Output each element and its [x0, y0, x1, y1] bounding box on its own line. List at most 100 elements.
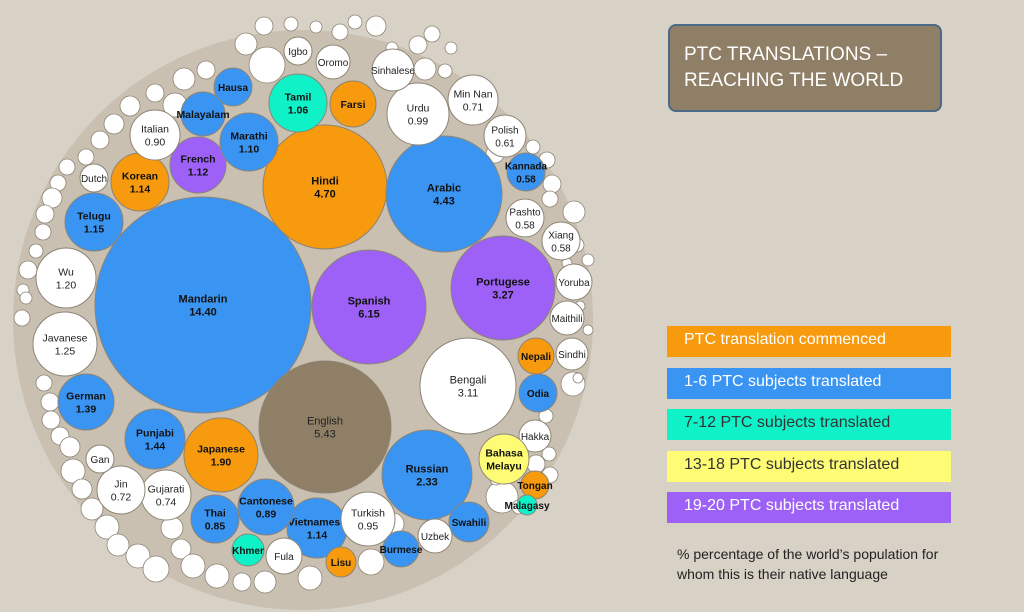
bubble-urdu-circle — [386, 82, 450, 146]
bubble-unlabeled — [541, 446, 557, 462]
bubble-yoruba-label: Yoruba — [558, 278, 590, 289]
bubble-unlabeled — [541, 190, 559, 208]
bubble-tamil-circle — [268, 73, 328, 133]
bubble-unlabeled — [297, 565, 323, 591]
bubble-unlabeled — [180, 553, 206, 579]
bubble-malagasy-circle — [516, 494, 538, 516]
bubble-hakka-circle — [518, 419, 552, 453]
bubble-polish: Polish 0.61 — [483, 114, 527, 158]
bubble-jin-value: 0.72 — [111, 492, 132, 504]
bubble-odia-circle — [518, 373, 558, 413]
bubble-turkish-label: Turkish — [351, 508, 385, 520]
bubble-odia: Odia — [518, 373, 558, 413]
bubble-swahili-label: Swahili — [452, 518, 487, 529]
bubble-polish-value: 0.61 — [495, 139, 515, 150]
legend-item-commenced: PTC translation commenced — [667, 326, 951, 357]
bubble-unlabeled — [60, 458, 86, 484]
bubble-swahili: Swahili — [448, 501, 490, 543]
bubble-unlabeled — [357, 548, 385, 576]
bubble-italian-circle — [129, 109, 181, 161]
bubble-polish-label: Polish — [491, 126, 518, 137]
bubble-kannada: Kannada 0.58 — [505, 152, 548, 192]
bubble-cantonese-value: 0.89 — [256, 509, 277, 521]
bubble-german-circle — [57, 373, 115, 431]
bubble-spanish-label: Spanish — [348, 296, 391, 308]
bubble-unlabeled — [58, 158, 76, 176]
bubble-arabic-label: Arabic — [427, 183, 461, 195]
bubble-korean-label: Korean — [122, 171, 158, 183]
bubble-unlabeled — [41, 410, 61, 430]
bubble-spanish-circle — [311, 249, 427, 365]
bubble-turkish-value: 0.95 — [358, 521, 379, 533]
bubble-burmese-circle — [382, 530, 420, 568]
bubble-sindhi-label: Sindhi — [558, 350, 586, 361]
bubble-xiang-value: 0.58 — [551, 244, 571, 255]
bubble-unlabeled — [581, 253, 595, 267]
bubble-bahasa-melayu-label: Bahasa — [485, 448, 523, 460]
bubble-kannada-label: Kannada — [505, 162, 548, 173]
bubble-sinhalese-label: Sinhalese — [371, 66, 415, 77]
bubble-lisu: Lisu — [325, 546, 357, 578]
legend-label: 19-20 PTC subjects translated — [684, 497, 900, 514]
bubble-hausa: Hausa — [213, 67, 253, 107]
bubble-unlabeled — [34, 223, 52, 241]
bubble-nepali-label: Nepali — [521, 352, 551, 363]
bubble-dutch-label: Dutch — [81, 174, 107, 185]
bubble-khmer-label: Khmer — [232, 546, 264, 557]
bubble-japanese-circle — [183, 417, 259, 493]
bubble-japanese-label: Japanese — [197, 444, 245, 456]
bubble-bengali-circle — [419, 337, 517, 435]
bubble-punjabi-value: 1.44 — [145, 441, 166, 453]
legend-item-7-12: 7-12 PTC subjects translated — [667, 409, 951, 440]
bubble-unlabeled — [172, 67, 196, 91]
bubble-turkish-circle — [340, 491, 396, 547]
bubble-thai-circle — [190, 494, 240, 544]
bubble-unlabeled — [444, 41, 458, 55]
bubble-unlabeled — [90, 130, 110, 150]
bubble-uzbek-circle — [417, 518, 453, 554]
bubble-pashto: Pashto 0.58 — [505, 198, 545, 238]
bubble-unlabeled — [142, 555, 170, 583]
bubble-maithili: Maithili — [549, 300, 585, 336]
legend-label: 13-18 PTC subjects translated — [684, 456, 900, 473]
footnote: % percentage of the world’s population f… — [677, 546, 939, 582]
bubble-mandarin-value: 14.40 — [189, 307, 217, 319]
bubble-fula: Fula — [265, 537, 303, 575]
bubble-unlabeled — [423, 25, 441, 43]
bubble-min-nan-value: 0.71 — [463, 102, 484, 114]
bubble-spanish-value: 6.15 — [358, 309, 379, 321]
bubble-russian-label: Russian — [406, 464, 449, 476]
bubble-wu-value: 1.20 — [56, 280, 77, 292]
bubble-gujarati-value: 0.74 — [156, 497, 177, 509]
bubble-unlabeled — [35, 204, 55, 224]
bubble-german-label: German — [66, 391, 106, 403]
bubble-oromo-circle — [315, 44, 351, 80]
bubble-unlabeled — [525, 139, 541, 155]
bubble-french-label: French — [180, 154, 215, 166]
bubble-tamil-value: 1.06 — [288, 105, 309, 117]
bubble-telugu-label: Telugu — [77, 211, 111, 223]
bubble-sinhalese: Sinhalese — [371, 48, 415, 92]
bubble-unlabeled — [234, 32, 258, 56]
bubble-farsi-label: Farsi — [340, 99, 365, 111]
bubble-unlabeled — [365, 15, 387, 37]
bubble-kannada-circle — [506, 152, 546, 192]
bubble-english-value: 5.43 — [314, 429, 335, 441]
bubble-kannada-value: 0.58 — [516, 175, 536, 186]
bubble-vietnamese-label: Vietnamese — [288, 517, 346, 529]
bubble-javanese-value: 1.25 — [55, 346, 76, 358]
bubble-marathi-label: Marathi — [230, 131, 267, 143]
bubble-maithili-label: Maithili — [551, 314, 582, 325]
